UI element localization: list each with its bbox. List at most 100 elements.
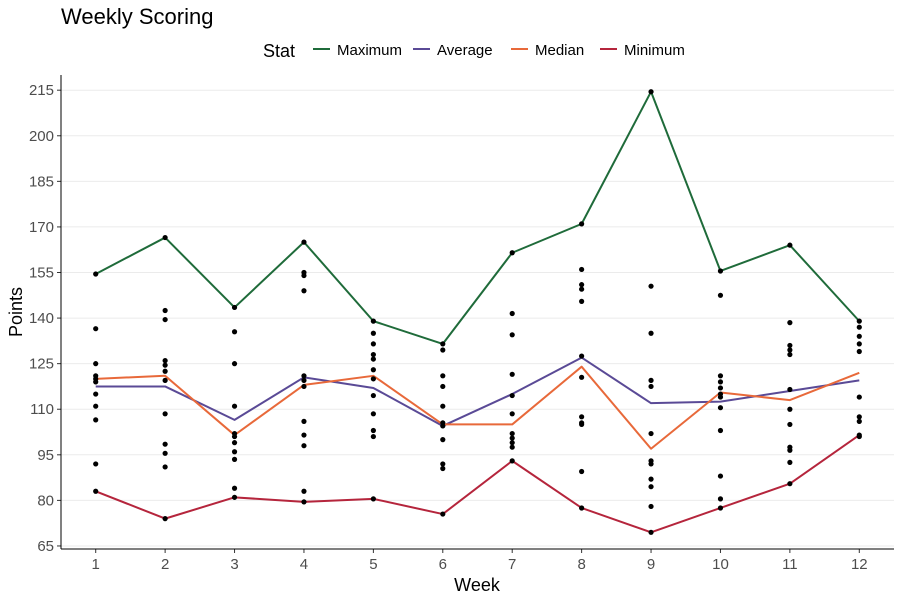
data-point [93, 403, 99, 409]
data-point [93, 488, 99, 494]
data-point [856, 418, 862, 424]
data-point [440, 511, 446, 517]
data-point [370, 392, 376, 399]
y-tick-label: 125 [29, 356, 54, 373]
data-point [856, 433, 862, 440]
data-point [856, 414, 862, 420]
series-lines [95, 90, 861, 534]
data-point [787, 406, 793, 412]
data-point [648, 476, 654, 482]
x-tick-label: 12 [851, 556, 868, 573]
data-point [231, 440, 238, 446]
data-point [231, 403, 238, 409]
data-point [370, 433, 376, 440]
data-point [787, 320, 793, 326]
data-point [440, 403, 446, 409]
data-point [440, 465, 446, 472]
data-point [440, 373, 446, 379]
data-point [301, 488, 307, 494]
data-point [440, 347, 446, 353]
y-tick-label: 170 [29, 219, 54, 236]
data-point [162, 362, 168, 368]
x-tick-label: 3 [230, 556, 238, 573]
data-point [301, 383, 307, 390]
legend-label-maximum: Maximum [337, 42, 402, 59]
data-point [370, 356, 376, 362]
y-tick-label: 200 [29, 128, 54, 145]
data-point [370, 351, 376, 358]
series-line-maximum [95, 90, 861, 345]
data-point [648, 461, 654, 467]
data-point [648, 430, 654, 437]
data-point [509, 250, 515, 256]
y-tick-label: 95 [37, 447, 54, 464]
data-point [162, 377, 168, 383]
x-tick-label: 2 [161, 556, 169, 573]
data-point [787, 342, 793, 349]
data-point [509, 430, 515, 437]
data-point [370, 496, 376, 502]
data-point [301, 373, 307, 379]
data-point [93, 361, 99, 367]
data-point [93, 391, 99, 397]
data-point [370, 341, 376, 347]
data-point [509, 371, 515, 377]
data-point [370, 411, 376, 417]
data-point [231, 361, 238, 367]
data-point [579, 266, 585, 273]
data-point [231, 329, 238, 335]
data-point [856, 348, 862, 355]
data-point [717, 505, 724, 511]
data-point [93, 271, 99, 277]
x-tick-label: 6 [439, 556, 447, 573]
data-point [162, 516, 168, 522]
data-point [648, 503, 654, 510]
data-point [787, 242, 793, 248]
y-tick-label: 80 [37, 492, 54, 509]
data-point [370, 427, 376, 434]
data-point [162, 411, 168, 417]
data-point [440, 437, 446, 443]
data-point [717, 473, 724, 479]
data-point [856, 333, 862, 339]
data-point [301, 377, 307, 383]
data-point [301, 418, 307, 424]
legend-label-median: Median [535, 42, 584, 59]
data-point [717, 268, 724, 274]
data-point [717, 427, 724, 434]
legend-label-average: Average [437, 42, 493, 59]
data-point [162, 450, 168, 456]
legend: Stat Maximum Average Median Minimum [263, 41, 685, 61]
data-point [579, 421, 585, 428]
data-point [440, 461, 446, 467]
data-point [717, 405, 724, 411]
data-point [162, 441, 168, 447]
data-point [717, 292, 724, 298]
data-point [162, 316, 168, 323]
data-point [162, 368, 168, 374]
data-point [717, 496, 724, 502]
data-point [301, 499, 307, 505]
data-point [648, 283, 654, 289]
x-tick-label: 8 [577, 556, 585, 573]
legend-label-minimum: Minimum [624, 42, 685, 59]
data-point [509, 458, 515, 464]
data-point [370, 376, 376, 382]
x-tick-label: 7 [508, 556, 516, 573]
data-point [579, 468, 585, 475]
data-point [509, 411, 515, 417]
y-axis-title: Points [6, 287, 26, 337]
series-line-minimum [95, 434, 860, 534]
data-point [787, 447, 793, 453]
data-point [856, 394, 862, 400]
data-point [787, 481, 793, 487]
legend-title: Stat [263, 41, 295, 61]
data-point [370, 367, 376, 373]
data-point [648, 529, 654, 535]
data-point [579, 414, 585, 420]
data-point [162, 464, 168, 470]
data-point [856, 318, 862, 324]
data-point [93, 326, 99, 332]
data-point [579, 353, 585, 359]
